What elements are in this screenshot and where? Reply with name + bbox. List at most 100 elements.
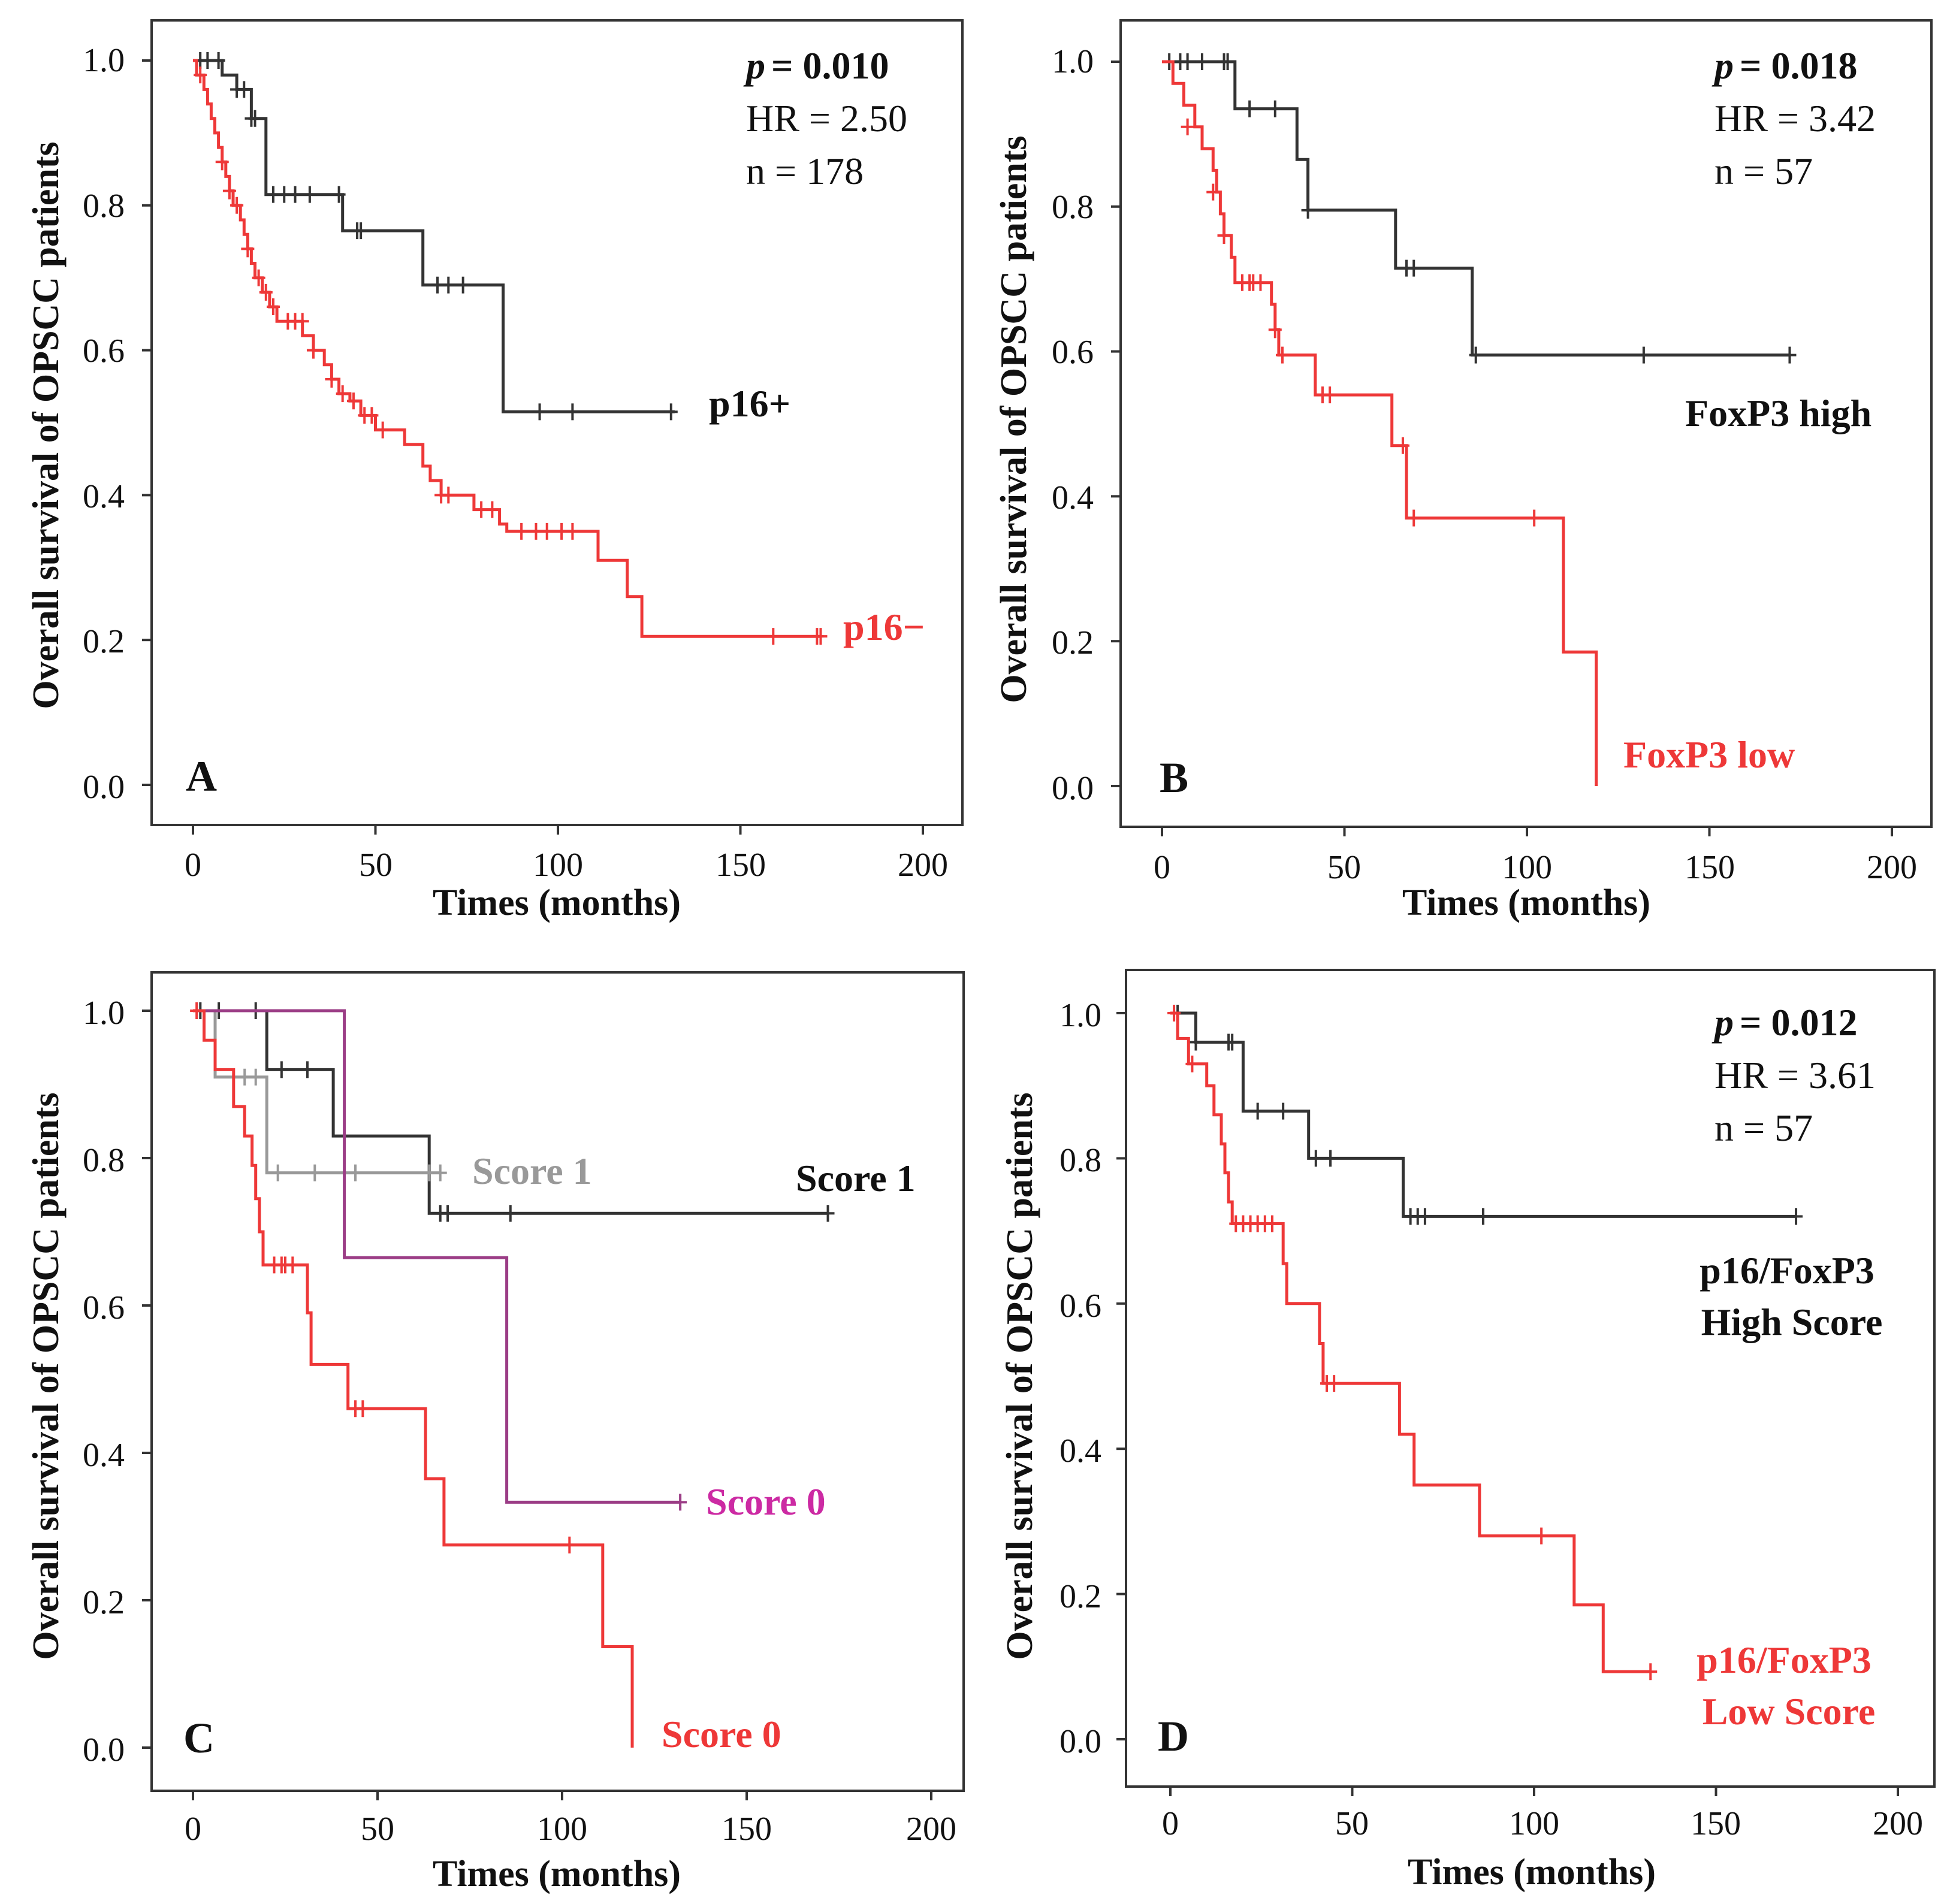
series-label-foxp3-high: FoxP3 high — [1685, 392, 1872, 434]
series-label-score1-dark: Score 1 — [796, 1157, 916, 1199]
censor-mark — [1528, 509, 1541, 527]
censor-mark — [1644, 1663, 1658, 1681]
survival-curve-series-0 — [193, 1009, 828, 1215]
plot-frame — [150, 971, 965, 1792]
censor-mark — [515, 522, 529, 540]
censor-mark — [241, 240, 255, 258]
censor-mark — [485, 501, 499, 518]
hazard-ratio-label: HR = 2.50 — [746, 97, 907, 140]
x-tick-label: 100 — [537, 1811, 587, 1848]
censor-mark — [540, 522, 554, 540]
x-tick-label: 100 — [1502, 849, 1552, 886]
censor-mark — [1396, 437, 1409, 454]
p-value-label: p = 0.012 — [1711, 1001, 1857, 1044]
survival-curves — [1162, 53, 1797, 786]
series-label-high-score: p16/FoxP3 High Score — [1700, 1249, 1884, 1343]
y-axis-title: Overall survival of OPSCC patients — [1000, 1092, 1040, 1660]
censor-mark — [376, 421, 390, 439]
label-line: Low Score — [1703, 1690, 1876, 1733]
censor-mark — [1789, 1208, 1803, 1225]
axes — [1111, 61, 1893, 836]
x-tick-label: 150 — [716, 847, 766, 884]
censor-mark — [566, 522, 579, 540]
censor-mark — [1327, 1375, 1341, 1392]
censor-mark — [249, 1068, 262, 1086]
censor-mark — [237, 81, 251, 98]
p-value-label: p = 0.010 — [743, 44, 889, 87]
censor-mark — [1407, 509, 1421, 527]
y-tick-label: 0.8 — [1059, 1142, 1101, 1179]
censor-mark — [1254, 274, 1267, 291]
censor-mark — [252, 269, 265, 286]
y-tick-label: 1.0 — [83, 42, 125, 79]
survival-curve-series-3 — [193, 1009, 634, 1748]
censor-mark — [442, 486, 455, 504]
censor-mark — [288, 186, 302, 203]
x-tick-label: 200 — [906, 1811, 956, 1848]
censor-mark — [1309, 1150, 1323, 1167]
censor-mark — [332, 186, 346, 203]
censor-mark — [821, 1205, 835, 1222]
censor-mark — [1477, 1208, 1490, 1225]
censor-mark — [1637, 346, 1650, 364]
y-tick-label: 0.6 — [1059, 1288, 1101, 1325]
censor-mark — [1265, 1215, 1279, 1232]
sample-size-label: n = 57 — [1714, 1107, 1813, 1149]
y-tick-label: 0.4 — [1059, 1432, 1101, 1470]
censor-mark — [215, 153, 229, 171]
censor-mark — [1407, 259, 1421, 277]
x-axis-title: Times (months) — [433, 1854, 681, 1894]
label-line: p16/FoxP3 — [1697, 1639, 1872, 1681]
censor-mark — [286, 1256, 300, 1274]
sample-size-label: n = 178 — [746, 150, 864, 192]
censor-mark — [238, 1068, 252, 1086]
censor-mark — [303, 186, 316, 203]
y-tick-label: 0.0 — [83, 1731, 125, 1769]
series-label-p16-negative: p16− — [843, 606, 925, 648]
survival-curve-series-0 — [1162, 60, 1790, 357]
series-label-score1-gray: Score 1 — [472, 1150, 592, 1192]
censor-mark — [814, 628, 828, 645]
sample-size-label: n = 57 — [1714, 150, 1813, 192]
y-tick-label: 0.0 — [1052, 770, 1094, 807]
censor-mark — [306, 341, 320, 359]
axes — [142, 59, 924, 835]
x-tick-label: 100 — [1509, 1805, 1559, 1842]
panel-letter: A — [186, 752, 217, 800]
censor-mark — [1324, 1150, 1338, 1167]
hazard-ratio-label: HR = 3.42 — [1714, 97, 1876, 140]
censor-mark — [664, 403, 678, 421]
censor-mark — [271, 1164, 285, 1181]
censor-mark — [1225, 1033, 1239, 1051]
censor-mark — [190, 1002, 204, 1019]
series-label-score0-purple: Score 0 — [706, 1480, 826, 1523]
panel-letter: B — [1160, 754, 1188, 802]
censor-mark — [1181, 118, 1194, 135]
axes — [1116, 1012, 1899, 1796]
survival-curves — [193, 52, 828, 645]
y-tick-label: 0.4 — [1052, 479, 1094, 516]
censor-mark — [1469, 346, 1483, 364]
censor-mark — [566, 403, 579, 421]
panel-letter: D — [1158, 1712, 1189, 1760]
x-axis-title: Times (months) — [433, 883, 681, 923]
censor-mark — [674, 1494, 687, 1511]
y-tick-label: 0.4 — [83, 1437, 125, 1474]
survival-curve-series-1 — [193, 1009, 440, 1175]
plot-frame — [150, 19, 964, 826]
panel-a: 1.0 0.8 0.6 0.4 0.2 0.0 0 50 100 150 200… — [26, 19, 964, 923]
censor-mark — [422, 1164, 436, 1181]
y-tick-label: 1.0 — [1059, 997, 1101, 1034]
y-axis-title: Overall survival of OPSCC patients — [994, 135, 1034, 703]
censor-mark — [1167, 1005, 1181, 1021]
x-tick-label: 0 — [185, 847, 201, 884]
censor-mark — [1185, 1055, 1199, 1072]
censor-mark — [346, 392, 360, 410]
censor-mark — [1323, 386, 1337, 404]
panel-d: 1.0 0.8 0.6 0.4 0.2 0.0 0 50 100 150 200… — [1000, 969, 1936, 1893]
x-tick-label: 150 — [722, 1811, 772, 1848]
censor-mark — [1301, 201, 1315, 219]
survival-curve-series-0 — [1170, 1011, 1796, 1218]
y-tick-label: 0.6 — [1052, 334, 1094, 371]
series-label-low-score: p16/FoxP3 Low Score — [1697, 1639, 1881, 1733]
